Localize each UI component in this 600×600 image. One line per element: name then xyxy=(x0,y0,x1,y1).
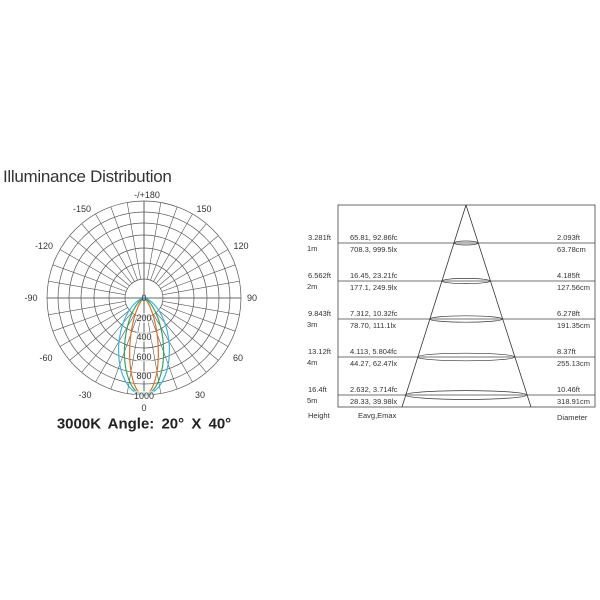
height-ft: 9.843ft xyxy=(308,309,331,318)
diameter-cm: 255.13cm xyxy=(557,359,590,368)
polar-spoke xyxy=(52,304,127,332)
polar-spoke xyxy=(69,235,130,287)
radial-label: 1000 xyxy=(133,391,155,401)
cone-frame xyxy=(337,204,596,408)
angle-label: -60 xyxy=(39,353,53,363)
height-m: 1m xyxy=(307,244,318,253)
polar-spoke xyxy=(126,202,141,280)
cone-edge-right xyxy=(465,204,532,408)
illuminance-fc: 65.81, 92.86fc xyxy=(350,233,398,242)
height-ft: 6.562ft xyxy=(308,271,331,280)
polar-spoke xyxy=(160,307,229,347)
polar-spoke xyxy=(48,301,126,316)
illuminance-fc: 2.632, 3.714fc xyxy=(350,385,398,394)
illuminance-lx: 28.33, 39.98lx xyxy=(350,397,398,406)
diameter-ft: 10.46ft xyxy=(557,385,580,394)
radial-label: 0 xyxy=(141,293,147,303)
angle-label: 150 xyxy=(196,204,212,214)
polar-spoke xyxy=(69,309,130,361)
angle-label: -150 xyxy=(72,204,92,214)
radial-label: 600 xyxy=(136,351,152,362)
diameter-ft: 4.185ft xyxy=(557,271,580,280)
polar-spoke xyxy=(158,235,219,287)
beam-ellipse xyxy=(404,390,528,400)
illuminance-lx: 708.3, 999.5lx xyxy=(350,245,398,254)
eavg-header: Eavg,Emax xyxy=(358,411,397,420)
radial-label: 200 xyxy=(136,312,152,323)
polar-spoke xyxy=(155,223,207,284)
polar-spoke xyxy=(150,206,178,281)
angle-label: 60 xyxy=(232,353,244,363)
diameter-ft: 8.37ft xyxy=(557,347,576,356)
polar-spoke xyxy=(52,264,127,292)
cone-diagram xyxy=(337,204,596,408)
height-ft: 3.281ft xyxy=(308,233,331,242)
angle-label: 120 xyxy=(233,241,249,251)
illuminance-lx: 44.27, 62.47lx xyxy=(350,359,398,368)
polar-spoke xyxy=(162,280,240,295)
angle-label: 0 xyxy=(141,403,147,413)
beam-ellipse xyxy=(429,315,503,323)
beam-ellipse xyxy=(417,352,515,362)
height-m: 3m xyxy=(307,320,318,329)
diameter-cm: 127.56cm xyxy=(557,283,590,292)
illuminance-lx: 78.70, 111.1lx xyxy=(350,321,397,330)
polar-spoke xyxy=(161,264,236,292)
diameter-ft: 2.093ft xyxy=(557,233,580,242)
beam-caption: 3000K Angle: 20° X 40° xyxy=(56,415,232,433)
polar-spoke xyxy=(147,202,162,280)
page-title: Illuminance Distribution xyxy=(3,167,172,186)
angle-label: 30 xyxy=(194,390,206,400)
polar-spoke xyxy=(158,309,219,361)
polar-spoke xyxy=(162,301,240,316)
diameter-cm: 63.78cm xyxy=(557,245,586,254)
diameter-ft: 6.278ft xyxy=(557,309,580,318)
height-ft: 13.12ft xyxy=(308,347,331,356)
angle-label: -90 xyxy=(24,293,38,303)
polar-spoke xyxy=(59,307,128,347)
radial-label: 400 xyxy=(136,332,152,343)
diameter-cm: 191.35cm xyxy=(557,321,590,330)
polar-spoke xyxy=(59,249,128,289)
polar-spoke xyxy=(161,304,236,332)
illuminance-fc: 7.312, 10.32fc xyxy=(350,309,398,318)
height-m: 5m xyxy=(307,396,318,405)
angle-label: -30 xyxy=(78,390,92,400)
angle-label: -120 xyxy=(34,241,54,251)
height-m: 2m xyxy=(307,282,318,291)
illuminance-lx: 177.1, 249.9lx xyxy=(350,283,398,292)
beam-ellipse xyxy=(453,240,479,246)
polar-spoke xyxy=(160,249,229,289)
illuminance-fc: 4.113, 5.804fc xyxy=(350,347,397,356)
beam-ellipse xyxy=(441,278,491,284)
polar-spoke xyxy=(81,223,133,284)
angle-label: -/+180 xyxy=(134,190,160,200)
height-ft: 16.4ft xyxy=(308,385,327,394)
diameter-header: Diameter xyxy=(557,413,588,422)
radial-label: 800 xyxy=(136,371,152,382)
polar-spoke xyxy=(153,213,193,282)
height-m: 4m xyxy=(307,358,318,367)
illuminance-fc: 16.45, 23.21fc xyxy=(350,271,398,280)
angle-label: 90 xyxy=(246,293,258,303)
polar-spoke xyxy=(95,213,135,282)
height-header: Height xyxy=(308,411,330,420)
polar-spoke xyxy=(110,206,138,281)
cone-edge-left xyxy=(401,204,467,408)
polar-spoke xyxy=(48,280,126,295)
diameter-cm: 318.91cm xyxy=(557,397,590,406)
